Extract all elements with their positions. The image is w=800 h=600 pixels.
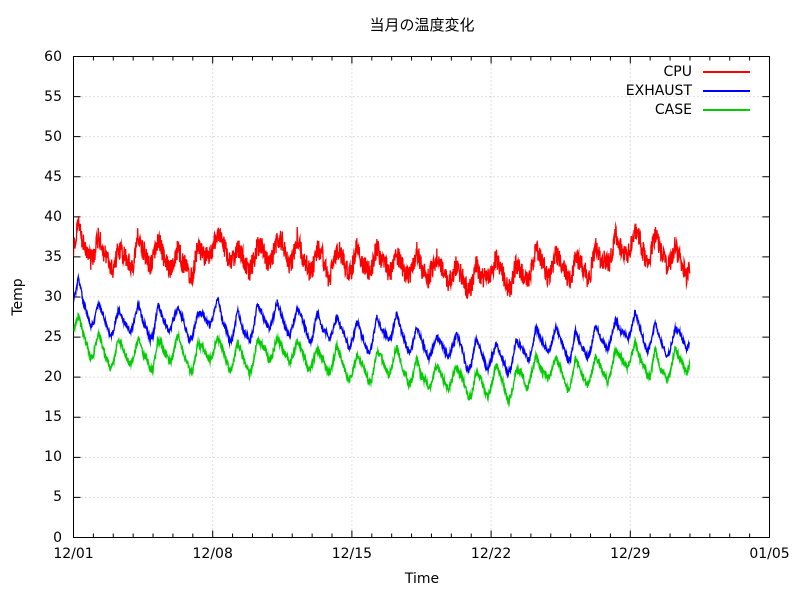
x-tick-label: 12/29 [610, 546, 651, 562]
x-tick-label: 01/05 [749, 546, 790, 562]
legend-line-swatch [703, 71, 750, 73]
legend-item: EXHAUST [626, 83, 750, 99]
y-tick-label: 40 [44, 208, 62, 225]
y-tick-label: 20 [44, 369, 62, 386]
y-tick-label: 5 [53, 489, 62, 506]
legend-item: CPU [664, 64, 750, 80]
y-tick-label: 30 [44, 289, 62, 305]
y-tick-label: 55 [44, 88, 62, 105]
legend-label: EXHAUST [625, 83, 692, 99]
y-tick-label: 50 [44, 128, 62, 145]
y-tick-label: 35 [44, 248, 62, 265]
chart-title: 当月の温度変化 [369, 16, 475, 34]
y-tick-label: 10 [44, 449, 62, 466]
legend-label: CPU [663, 64, 692, 80]
y-tick-label: 60 [44, 48, 62, 65]
x-tick-label: 12/15 [331, 546, 373, 562]
x-tick-label: 12/08 [192, 546, 233, 562]
legend-label: CASE [654, 102, 692, 118]
legend: CPU EXHAUST CASE [626, 64, 750, 118]
y-tick-label: 0 [53, 529, 62, 546]
legend-line-swatch [703, 109, 750, 111]
y-tick-label: 45 [44, 168, 62, 185]
x-tick-label: 12/22 [470, 546, 512, 562]
x-tick-label: 12/01 [53, 546, 94, 562]
x-axis-label: Time [404, 571, 440, 587]
y-tick-label: 25 [44, 329, 62, 346]
legend-item: CASE [655, 102, 750, 118]
y-tick-label: 15 [44, 409, 62, 426]
legend-line-swatch [703, 90, 750, 92]
